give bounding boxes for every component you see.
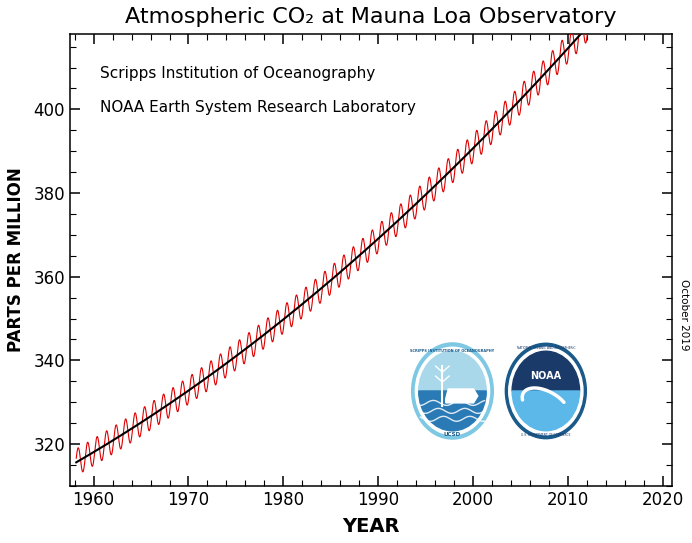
Y-axis label: PARTS PER MILLION: PARTS PER MILLION [7, 168, 25, 352]
Text: NOAA Earth System Research Laboratory: NOAA Earth System Research Laboratory [100, 99, 416, 115]
Text: Scripps Institution of Oceanography: Scripps Institution of Oceanography [100, 66, 375, 81]
Title: Atmospheric CO₂ at Mauna Loa Observatory: Atmospheric CO₂ at Mauna Loa Observatory [125, 7, 617, 27]
Text: October 2019: October 2019 [679, 279, 689, 351]
X-axis label: YEAR: YEAR [343, 517, 400, 536]
